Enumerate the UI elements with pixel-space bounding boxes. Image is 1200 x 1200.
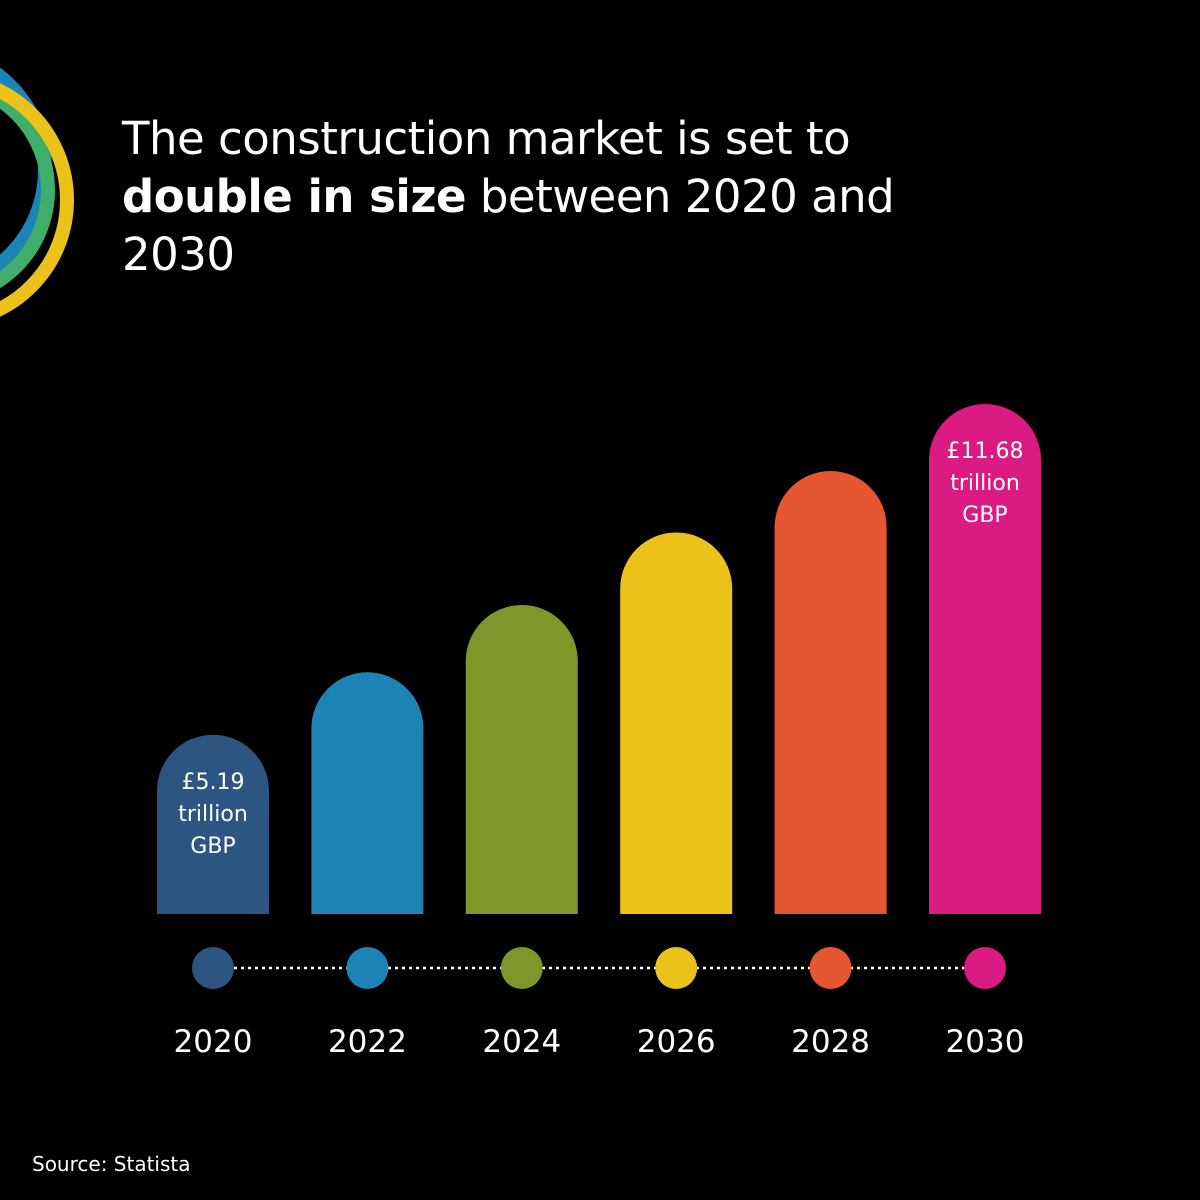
bar-2028 bbox=[774, 470, 887, 914]
data-label-2020-line-0: £5.19 bbox=[182, 770, 245, 795]
ring-green bbox=[0, 91, 55, 289]
data-label-2030-line-0: £11.68 bbox=[947, 439, 1024, 464]
headline-emphasis: double in size bbox=[122, 170, 467, 223]
source-note: Source: Statista bbox=[32, 1152, 191, 1176]
timeline-dot-2030 bbox=[964, 947, 1006, 989]
decorative-rings bbox=[0, 67, 74, 317]
timeline-dot-2028 bbox=[809, 947, 852, 989]
year-label-2024: 2024 bbox=[482, 1024, 561, 1060]
data-label-2020-line-1: trillion bbox=[178, 802, 248, 827]
year-label-2020: 2020 bbox=[174, 1024, 253, 1060]
timeline-dot-2022 bbox=[346, 947, 389, 989]
year-label-2026: 2026 bbox=[637, 1024, 716, 1060]
data-label-2030-line-1: trillion bbox=[950, 471, 1020, 496]
timeline-dot-2026 bbox=[655, 947, 698, 989]
bar-2020 bbox=[157, 734, 269, 914]
headline-text-end: between 2020 and 2030 bbox=[122, 170, 895, 281]
bar-2026 bbox=[620, 532, 733, 914]
bar-2030 bbox=[929, 404, 1041, 914]
year-label-2030: 2030 bbox=[946, 1024, 1025, 1060]
year-label-2028: 2028 bbox=[791, 1024, 870, 1060]
data-label-2020-line-2: GBP bbox=[190, 834, 235, 859]
ring-yellow bbox=[0, 83, 74, 317]
bar-2024 bbox=[465, 604, 578, 914]
data-label-2030-line-2: GBP bbox=[962, 503, 1007, 528]
year-label-2022: 2022 bbox=[328, 1024, 407, 1060]
timeline-dot-2024 bbox=[500, 947, 543, 989]
headline: The construction market is set to double… bbox=[122, 110, 922, 284]
bar-2022 bbox=[311, 672, 424, 914]
timeline-dot-2020 bbox=[192, 947, 234, 989]
headline-text: The construction market is set to bbox=[122, 112, 851, 165]
